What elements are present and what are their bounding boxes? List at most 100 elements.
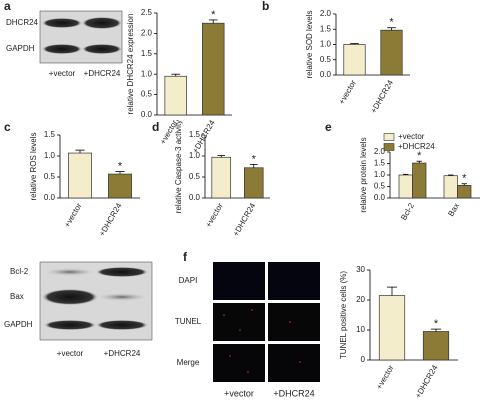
blot-band <box>96 293 148 301</box>
panel-letter: f <box>183 250 188 264</box>
x-tick-label: +DHCR24 <box>413 363 439 400</box>
y-tick-label: 0.5 <box>141 90 153 99</box>
blot-band <box>96 320 148 330</box>
blot-band <box>82 17 122 29</box>
y-tick-label: 0 <box>361 355 366 364</box>
significance-mark: * <box>462 173 467 185</box>
y-axis-label: relative protein levels <box>359 137 368 212</box>
blot-row-label: DHCR24 <box>6 18 39 27</box>
x-tick-label: Bax <box>446 202 461 218</box>
y-tick-label: 1.5 <box>320 24 332 33</box>
bar <box>108 173 132 199</box>
image-column-label: +vector <box>224 388 254 398</box>
y-tick-label: 2.5 <box>141 8 153 17</box>
image <box>268 303 320 341</box>
y-tick-label: 0.0 <box>141 110 153 119</box>
microscopy: DAPI TUNEL Merge +vector +DHCR24 <box>175 262 320 398</box>
blot-lane-label: +DHCR24 <box>84 69 121 78</box>
y-tick-label: 0.5 <box>320 55 332 64</box>
blot-row-label: Bcl-2 <box>10 267 29 276</box>
image-row-label: DAPI <box>179 276 198 285</box>
blot-row-label: GAPDH <box>4 320 33 329</box>
x-tick-label: +vector <box>63 201 84 229</box>
bar <box>243 167 264 199</box>
y-axis-label: relative Caspase-3 activity <box>174 120 183 213</box>
significance-mark: * <box>389 17 394 29</box>
legend-swatch <box>383 133 395 141</box>
bar <box>211 156 232 199</box>
y-tick-label: 1.5 <box>44 130 56 139</box>
y-axis-label: relative DHCR24 expression <box>126 14 135 115</box>
blot-lane-label: +DHCR24 <box>104 349 141 358</box>
x-tick-label: Bcl-2 <box>399 201 416 222</box>
panel-letter: b <box>262 0 269 13</box>
y-axis-label: TUNEL positive cells (%) <box>339 271 348 360</box>
blot-a: DHCR24 GAPDH +vector +DHCR24 <box>6 10 123 78</box>
significance-mark: * <box>252 153 257 165</box>
blot-band <box>44 268 96 276</box>
y-tick-label: 0.0 <box>44 193 56 202</box>
image-row-label: TUNEL <box>175 317 202 326</box>
y-tick-label: 0.0 <box>374 193 386 202</box>
legend-label: +DHCR24 <box>398 142 435 151</box>
blot-band <box>42 289 98 305</box>
blot-band <box>44 320 96 330</box>
bar <box>380 29 403 76</box>
x-tick-label: +vector <box>337 78 358 106</box>
bar <box>443 175 458 199</box>
bar <box>378 295 406 361</box>
blot-row-label: GAPDH <box>6 44 35 53</box>
bar <box>398 174 413 199</box>
y-tick-label: 1.5 <box>141 49 153 58</box>
panel-letter: d <box>152 120 159 134</box>
x-tick-label: +DHCR24 <box>369 78 395 115</box>
y-tick-label: 1.0 <box>374 170 386 179</box>
panel-letter: c <box>4 120 11 134</box>
image <box>268 262 320 300</box>
y-axis-label: relative SOD levels <box>305 10 314 78</box>
x-tick-label: +DHCR24 <box>97 201 123 238</box>
y-tick-label: 1.5 <box>189 130 201 139</box>
y-tick-label: 1.0 <box>141 69 153 78</box>
bar <box>422 331 450 361</box>
blot-lane-label: +vector <box>57 349 84 358</box>
bar <box>68 152 92 199</box>
y-tick-label: 1.0 <box>44 151 56 160</box>
y-tick-label: 30 <box>356 265 365 274</box>
y-tick-label: 2.0 <box>141 29 153 38</box>
y-tick-label: 2.0 <box>320 9 332 18</box>
y-tick-label: 1.0 <box>320 40 332 49</box>
blot-apoptosis: Bcl-2 Bax GAPDH +vector +DHCR24 <box>4 261 153 358</box>
image <box>213 262 265 300</box>
significance-mark: * <box>211 9 216 21</box>
panel-letter: e <box>325 120 332 134</box>
blot-band <box>96 267 148 277</box>
panel-letter: a <box>4 0 11 13</box>
y-axis-label: relative ROS levels <box>29 132 38 200</box>
blot-row-label: Bax <box>10 292 24 301</box>
y-tick-label: 10 <box>356 325 365 334</box>
significance-mark: * <box>417 150 422 162</box>
y-tick-label: 0.0 <box>320 70 332 79</box>
blot-lane-label: +vector <box>49 69 76 78</box>
significance-mark: * <box>434 318 439 330</box>
y-tick-label: 0.5 <box>189 172 201 181</box>
bar <box>164 75 187 116</box>
image-column-label: +DHCR24 <box>273 388 314 398</box>
bar <box>457 185 472 199</box>
bar <box>202 22 225 116</box>
legend-swatch <box>383 143 395 151</box>
blot-band <box>82 44 122 54</box>
legend-label: +vector <box>398 132 425 141</box>
y-tick-label: 0.5 <box>374 182 386 191</box>
y-tick-label: 2.0 <box>374 147 386 156</box>
tunel-dots <box>223 309 301 373</box>
x-tick-label: +vector <box>375 363 396 391</box>
bar <box>343 44 366 76</box>
y-tick-label: 1.5 <box>374 159 386 168</box>
image <box>213 303 265 341</box>
x-tick-label: +DHCR24 <box>231 201 257 238</box>
x-tick-label: +vector <box>204 201 225 229</box>
image <box>213 344 265 382</box>
